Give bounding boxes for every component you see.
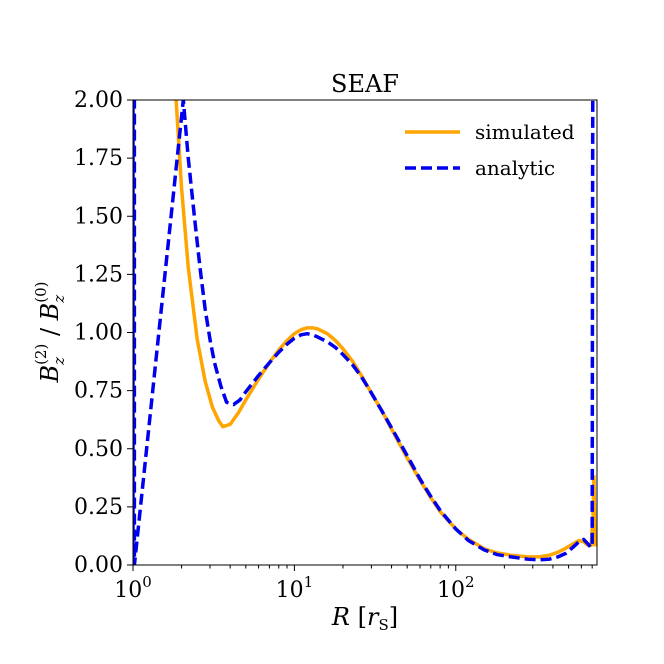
x-tick-label: 101: [276, 573, 314, 603]
y-tick-label: 1.00: [74, 321, 123, 346]
series-line-analytic: [133, 100, 595, 565]
y-tick-label: 1.50: [74, 204, 123, 229]
x-axis: 100 101 102: [114, 565, 593, 603]
y-tick-label: 2.00: [74, 88, 123, 113]
plot-lines: [133, 100, 597, 565]
y-tick-label: 0.75: [74, 379, 123, 404]
y-axis-label: Bz(2) / Bz(0): [32, 282, 68, 384]
x-axis-label: R [rS]: [331, 603, 398, 634]
legend: simulated analytic: [405, 120, 575, 180]
y-tick-label: 0.25: [74, 495, 123, 520]
y-tick-label: 0.00: [74, 553, 123, 578]
x-tick-label: 102: [437, 573, 475, 603]
chart-title: SEAF: [331, 70, 399, 98]
y-tick-label: 1.75: [74, 146, 123, 171]
x-tick-label: 100: [114, 573, 152, 603]
legend-label-analytic: analytic: [475, 156, 555, 180]
y-axis: 0.00 0.25 0.50 0.75 1.00 1.25 1.50 1.75 2.00: [74, 88, 133, 578]
y-tick-label: 0.50: [74, 437, 123, 462]
y-tick-label: 1.25: [74, 262, 123, 287]
legend-label-simulated: simulated: [475, 120, 575, 144]
